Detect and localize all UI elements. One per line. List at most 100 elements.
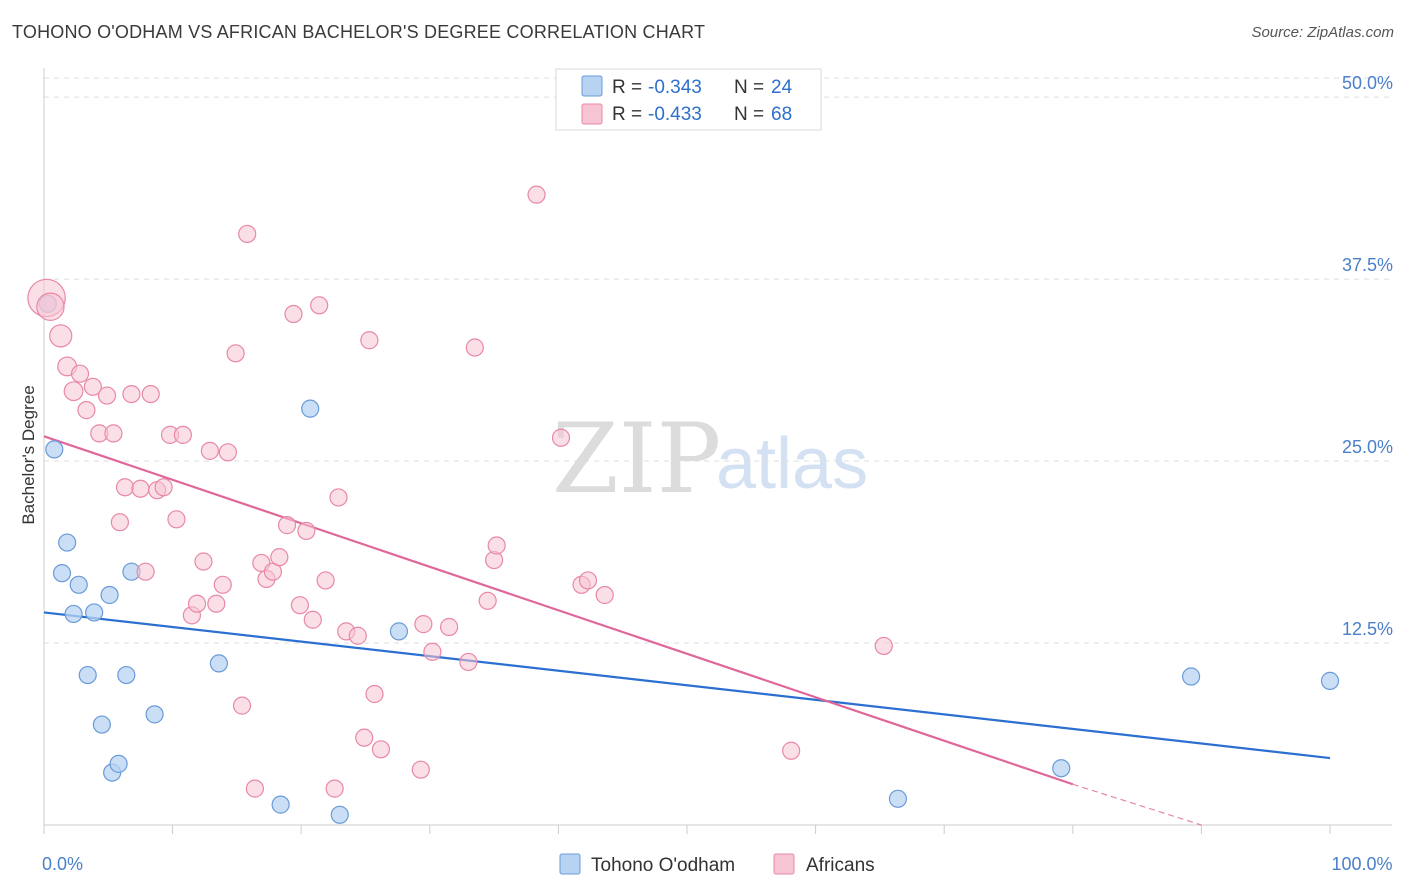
y-axis-label: Bachelor's Degree <box>19 385 38 524</box>
point-africans <box>277 516 297 535</box>
point-africans <box>782 741 801 760</box>
point-africans <box>411 760 430 779</box>
y-tick-labels: 12.5% 25.0% 37.5% 50.0% <box>1342 73 1393 639</box>
point-tohono <box>78 665 97 685</box>
point-africans <box>284 304 303 324</box>
point-africans <box>290 596 310 615</box>
point-africans <box>329 488 348 507</box>
legend-r-label: R = <box>612 104 642 125</box>
point-africans <box>595 585 614 605</box>
series-legend-swatch-tohono <box>559 853 581 875</box>
point-africans <box>414 615 433 634</box>
point-tohono <box>1052 759 1071 778</box>
point-tohono <box>52 564 72 583</box>
trend-line-africans <box>43 435 1074 786</box>
point-africans <box>371 740 391 759</box>
point-africans <box>200 441 219 460</box>
legend-r-value-africans: -0.433 <box>648 104 702 125</box>
legend-n-value-tohono: 24 <box>771 77 793 98</box>
legend-swatch-tohono <box>581 75 603 97</box>
point-africans <box>439 617 459 637</box>
point-tohono <box>145 705 164 724</box>
x-tick-label: 100.0% <box>1331 854 1392 874</box>
point-africans <box>104 424 123 443</box>
point-africans <box>187 594 207 613</box>
point-africans <box>270 548 289 567</box>
point-africans <box>154 478 173 497</box>
point-africans <box>360 331 379 350</box>
data-points <box>27 185 1340 824</box>
trend-line-extension <box>1072 783 1202 826</box>
point-tohono <box>301 399 320 418</box>
point-africans <box>459 652 478 672</box>
point-africans <box>238 224 257 244</box>
point-africans <box>465 338 484 357</box>
point-africans <box>194 552 213 571</box>
chart-title: TOHONO O'ODHAM VS AFRICAN BACHELOR'S DEG… <box>12 22 706 42</box>
point-africans <box>297 521 316 541</box>
point-africans <box>423 642 442 661</box>
point-africans <box>487 536 506 555</box>
point-africans <box>527 185 546 204</box>
y-tick-label: 12.5% <box>1342 619 1393 639</box>
point-africans <box>348 626 367 645</box>
chart-source: Source: ZipAtlas.com <box>1251 24 1394 41</box>
point-africans <box>49 324 73 348</box>
legend-n-label: N = <box>734 104 764 125</box>
point-africans <box>551 428 571 447</box>
point-africans <box>325 779 344 798</box>
legend-r-label: R = <box>612 77 642 98</box>
point-africans <box>213 575 232 594</box>
axes <box>43 68 1392 826</box>
point-tohono <box>271 795 290 814</box>
x-tick-labels: 0.0% 100.0% <box>42 854 1393 874</box>
point-tohono <box>100 585 119 605</box>
point-africans <box>578 571 598 590</box>
point-tohono <box>109 754 128 773</box>
point-tohono <box>209 654 228 673</box>
x-tick-marks <box>43 825 1331 834</box>
y-tick-label: 50.0% <box>1342 73 1393 93</box>
point-africans <box>115 478 135 497</box>
point-tohono <box>58 533 77 552</box>
legend-n-value-africans: 68 <box>771 104 792 125</box>
point-africans <box>874 636 893 656</box>
point-africans <box>131 479 150 498</box>
watermark-zip: ZIP <box>552 403 721 515</box>
point-tohono <box>389 622 409 641</box>
point-tohono <box>69 575 88 594</box>
trend-lines <box>43 435 1331 826</box>
series-legend-label-tohono: Tohono O'odham <box>591 855 735 876</box>
legend-r-value-tohono: -0.343 <box>648 77 702 98</box>
point-africans <box>122 384 141 404</box>
point-tohono <box>45 440 64 459</box>
point-africans <box>245 779 265 798</box>
point-africans <box>478 591 497 610</box>
y-tick-label: 25.0% <box>1342 437 1393 457</box>
point-tohono <box>888 789 908 808</box>
series-legend-swatch-africans <box>773 853 795 875</box>
point-africans <box>232 696 252 715</box>
point-africans <box>83 377 102 396</box>
y-tick-label: 37.5% <box>1342 255 1393 275</box>
point-tohono <box>1182 667 1201 686</box>
point-africans <box>63 381 84 402</box>
point-africans <box>36 292 65 321</box>
point-africans <box>303 610 322 629</box>
point-africans <box>141 384 160 404</box>
point-africans <box>218 443 237 462</box>
point-tohono <box>117 665 136 685</box>
gridlines <box>44 77 1392 644</box>
point-africans <box>77 401 96 420</box>
point-africans <box>365 684 384 704</box>
watermark-atlas: atlas <box>716 424 868 504</box>
point-africans <box>207 594 226 613</box>
point-africans <box>173 425 192 444</box>
point-africans <box>316 571 335 590</box>
legend-swatch-africans <box>581 103 603 125</box>
point-tohono <box>330 805 349 824</box>
point-tohono <box>92 715 111 734</box>
legend-n-label: N = <box>734 77 764 98</box>
point-tohono <box>64 604 83 624</box>
